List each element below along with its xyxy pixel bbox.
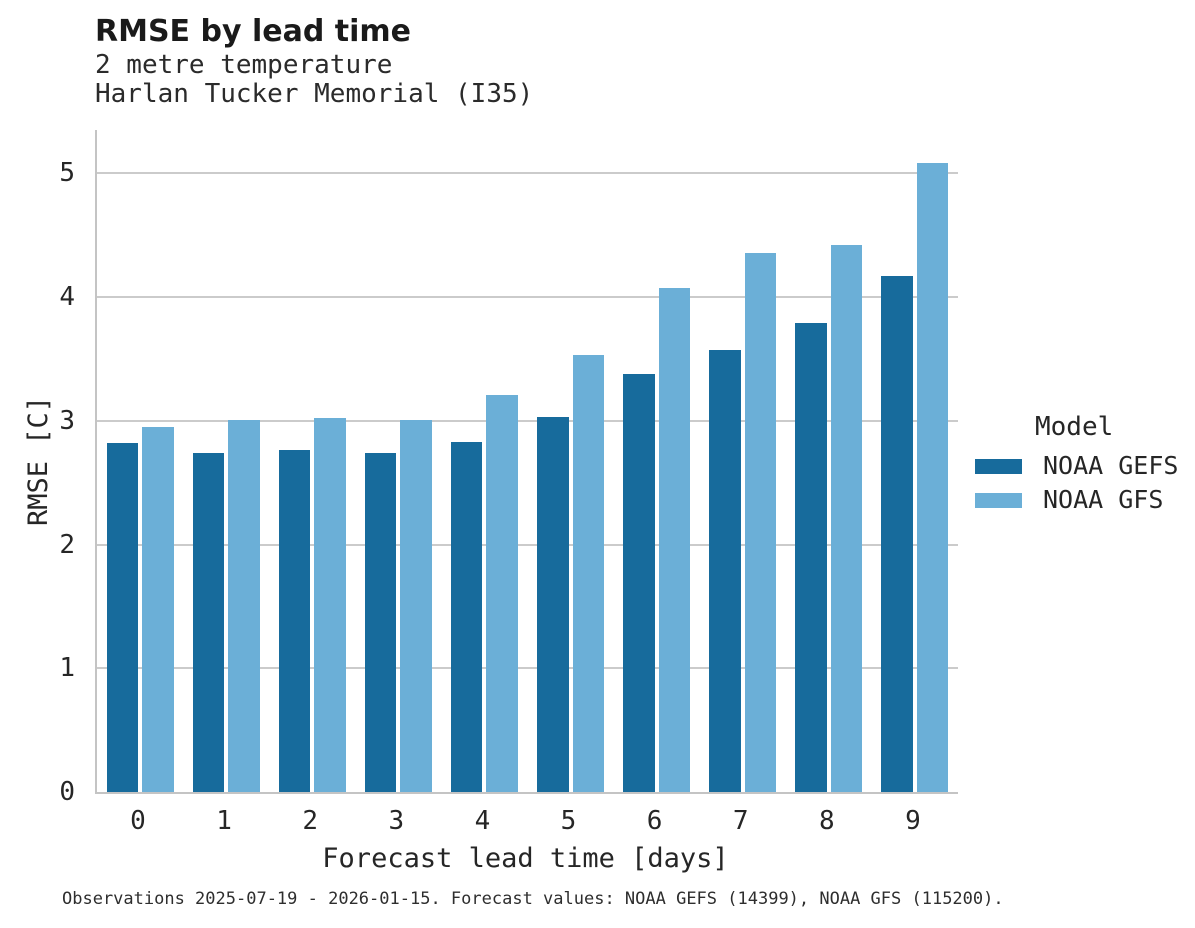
x-tick-label-7: 7 bbox=[732, 806, 749, 836]
bar-noaa-gefs-lead-1 bbox=[192, 452, 225, 792]
bar-noaa-gefs-lead-5 bbox=[537, 417, 569, 792]
bar-noaa-gfs-lead-9 bbox=[916, 163, 949, 792]
legend-label-noaa-gefs: NOAA GEFS bbox=[1043, 451, 1179, 480]
legend-swatch-noaa-gfs bbox=[975, 493, 1022, 508]
legend-entry-noaa-gefs: NOAA GEFS bbox=[975, 451, 1190, 480]
y-tick-label-0: 0 bbox=[59, 777, 75, 807]
x-tick-label-3: 3 bbox=[388, 806, 405, 836]
bar-noaa-gfs-lead-6 bbox=[658, 288, 691, 792]
bar-noaa-gefs-lead-8 bbox=[795, 323, 827, 792]
y-axis-label: RMSE [C] bbox=[23, 395, 54, 527]
bar-noaa-gfs-lead-1 bbox=[228, 419, 260, 792]
legend-label-noaa-gfs: NOAA GFS bbox=[1043, 485, 1164, 514]
bar-noaa-gefs-lead-6 bbox=[623, 373, 655, 792]
x-tick-label-9: 9 bbox=[905, 806, 921, 836]
legend-entry-noaa-gfs: NOAA GFS bbox=[975, 485, 1190, 514]
bar-noaa-gefs-lead-2 bbox=[278, 450, 311, 792]
bar-noaa-gefs-lead-0 bbox=[106, 443, 139, 792]
legend: Model NOAA GEFS NOAA GFS bbox=[975, 412, 1190, 522]
chart-subtitle-variable: 2 metre temperature bbox=[95, 50, 393, 80]
x-tick-label-5: 5 bbox=[560, 806, 577, 836]
plot-area bbox=[95, 130, 958, 794]
x-tick-label-4: 4 bbox=[474, 806, 491, 836]
chart-subtitle-station: Harlan Tucker Memorial (I35) bbox=[95, 79, 534, 109]
x-tick-label-2: 2 bbox=[302, 806, 319, 836]
legend-title: Model bbox=[1035, 412, 1114, 442]
y-tick-label-5: 5 bbox=[59, 158, 75, 189]
y-tick-label-4: 4 bbox=[59, 282, 75, 313]
x-tick-label-0: 0 bbox=[130, 806, 146, 836]
bar-noaa-gfs-lead-4 bbox=[486, 394, 518, 792]
bar-noaa-gfs-lead-0 bbox=[142, 426, 174, 792]
y-tick-label-2: 2 bbox=[59, 529, 75, 560]
bar-noaa-gfs-lead-2 bbox=[314, 418, 346, 792]
gridline-y-3 bbox=[97, 419, 958, 422]
x-tick-label-1: 1 bbox=[216, 806, 232, 836]
bar-noaa-gfs-lead-7 bbox=[744, 252, 777, 792]
x-tick-label-6: 6 bbox=[646, 806, 663, 836]
x-tick-label-8: 8 bbox=[818, 806, 835, 836]
bar-noaa-gfs-lead-3 bbox=[400, 419, 432, 792]
bar-noaa-gefs-lead-7 bbox=[709, 350, 741, 792]
footer-note: Observations 2025-07-19 - 2026-01-15. Fo… bbox=[62, 889, 1004, 909]
chart-title: RMSE by lead time bbox=[95, 14, 411, 49]
bar-noaa-gefs-lead-9 bbox=[881, 276, 913, 792]
x-axis-label: Forecast lead time [days] bbox=[322, 843, 729, 874]
gridline-y-1 bbox=[97, 667, 958, 670]
bar-noaa-gfs-lead-8 bbox=[830, 245, 863, 792]
gridline-y-2 bbox=[97, 543, 958, 546]
y-tick-label-1: 1 bbox=[59, 653, 75, 684]
bar-noaa-gfs-lead-5 bbox=[572, 355, 605, 792]
legend-swatch-noaa-gefs bbox=[975, 459, 1022, 474]
bar-noaa-gefs-lead-3 bbox=[364, 452, 397, 792]
y-tick-label-3: 3 bbox=[59, 405, 75, 436]
bar-noaa-gefs-lead-4 bbox=[450, 441, 483, 792]
gridline-y-4 bbox=[97, 296, 958, 299]
gridline-y-5 bbox=[97, 172, 958, 175]
